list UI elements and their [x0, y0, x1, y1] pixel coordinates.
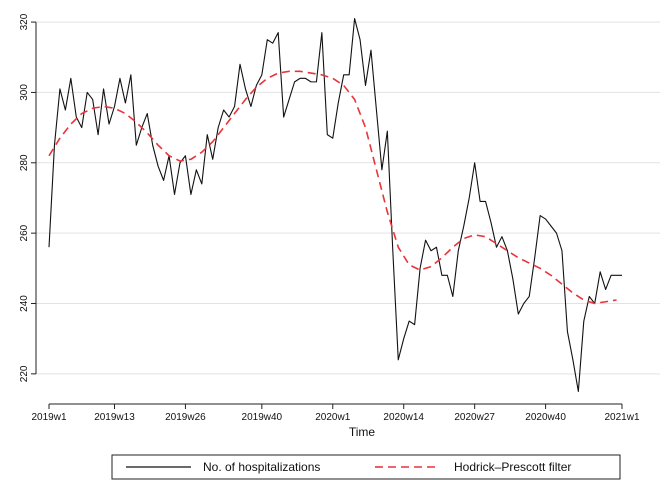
- legend: No. of hospitalizations Hodrick–Prescott…: [111, 454, 621, 480]
- y-tick-label-240: 240: [19, 295, 30, 312]
- axes: 220 240 260 280 300 320 2019w1 2019w13 2019w26 20…: [19, 13, 640, 423]
- x-tick-label-2019w40: 2019w40: [242, 412, 283, 423]
- legend-label-hospitalizations: No. of hospitalizations: [203, 460, 320, 474]
- x-axis-title: Time: [349, 425, 376, 439]
- y-tick-label-260: 260: [19, 224, 30, 241]
- y-tick-label-220: 220: [19, 365, 30, 382]
- series-line-0: [48, 17, 622, 393]
- grid-lines: [36, 21, 660, 375]
- series-lines: [48, 17, 622, 393]
- x-tick-label-2019w13: 2019w13: [94, 412, 135, 423]
- legend-box: [111, 454, 621, 480]
- legend-label-hp-filter: Hodrick–Prescott filter: [454, 460, 571, 474]
- y-tick-label-320: 320: [19, 13, 30, 30]
- x-tick-label-2019w26: 2019w26: [165, 412, 206, 423]
- x-tick-label-2021w1: 2021w1: [604, 412, 639, 423]
- x-tick-label-2020w14: 2020w14: [383, 412, 424, 423]
- x-tick-label-2020w27: 2020w27: [454, 412, 495, 423]
- x-tick-label-2020w40: 2020w40: [525, 412, 566, 423]
- series-line-1: [48, 70, 617, 305]
- y-tick-label-300: 300: [19, 84, 30, 101]
- x-tick-label-2020w1: 2020w1: [315, 412, 350, 423]
- x-tick-label-2019w1: 2019w1: [31, 412, 66, 423]
- y-tick-label-280: 280: [19, 154, 30, 171]
